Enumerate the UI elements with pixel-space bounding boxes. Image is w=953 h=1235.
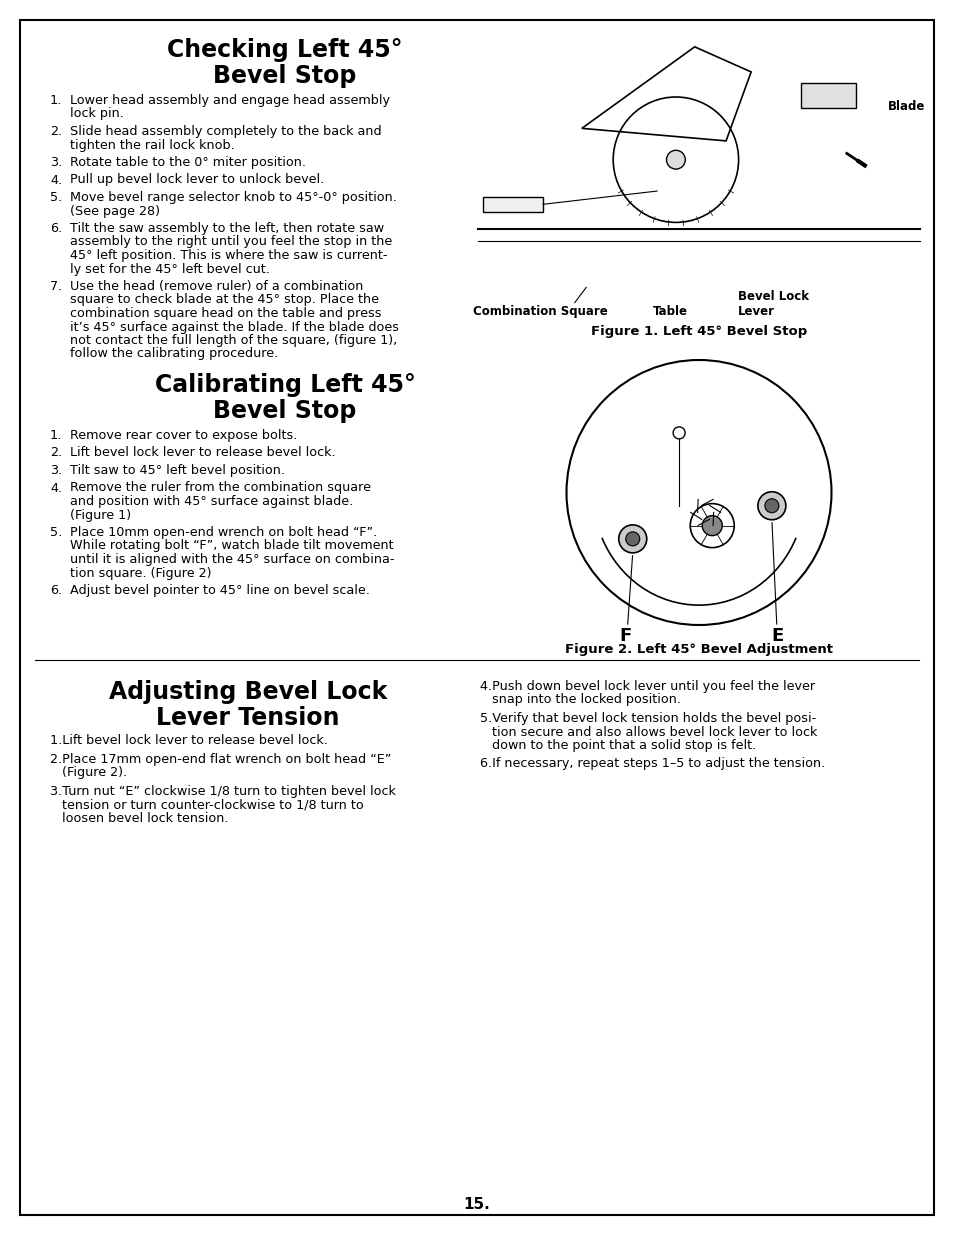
Text: it’s 45° surface against the blade. If the blade does: it’s 45° surface against the blade. If t…: [70, 321, 398, 333]
Text: combination square head on the table and press: combination square head on the table and…: [70, 308, 381, 320]
Text: Lever Tension: Lever Tension: [156, 706, 339, 730]
Text: Table: Table: [652, 305, 687, 317]
Text: 1.: 1.: [50, 94, 62, 107]
Text: 1.: 1.: [50, 429, 62, 442]
Text: 6.: 6.: [50, 584, 62, 597]
Text: loosen bevel lock tension.: loosen bevel lock tension.: [62, 811, 229, 825]
Text: Move bevel range selector knob to 45°-0° position.: Move bevel range selector knob to 45°-0°…: [70, 191, 396, 204]
Text: 15.: 15.: [463, 1197, 490, 1212]
Text: square to check blade at the 45° stop. Place the: square to check blade at the 45° stop. P…: [70, 294, 378, 306]
Polygon shape: [482, 198, 542, 212]
Text: 2.: 2.: [50, 125, 62, 138]
Text: Bevel Stop: Bevel Stop: [213, 399, 356, 424]
Text: 45° left position. This is where the saw is current-: 45° left position. This is where the saw…: [70, 249, 387, 262]
Text: 5.: 5.: [50, 191, 62, 204]
Text: Tilt saw to 45° left bevel position.: Tilt saw to 45° left bevel position.: [70, 464, 285, 477]
Text: tension or turn counter-clockwise to 1/8 turn to: tension or turn counter-clockwise to 1/8…: [62, 798, 363, 811]
Text: 2.Place 17mm open-end flat wrench on bolt head “E”: 2.Place 17mm open-end flat wrench on bol…: [50, 752, 391, 766]
Text: 6.If necessary, repeat steps 1–5 to adjust the tension.: 6.If necessary, repeat steps 1–5 to adju…: [479, 757, 824, 771]
Text: Lift bevel lock lever to release bevel lock.: Lift bevel lock lever to release bevel l…: [70, 447, 335, 459]
Text: F: F: [618, 627, 631, 645]
Text: Tilt the saw assembly to the left, then rotate saw: Tilt the saw assembly to the left, then …: [70, 222, 384, 235]
Text: (Figure 2).: (Figure 2).: [62, 766, 127, 779]
Text: 4.Push down bevel lock lever until you feel the lever: 4.Push down bevel lock lever until you f…: [479, 680, 814, 693]
Text: (Figure 1): (Figure 1): [70, 509, 131, 521]
Text: 5.Verify that bevel lock tension holds the bevel posi-: 5.Verify that bevel lock tension holds t…: [479, 713, 816, 725]
Text: Checking Left 45°: Checking Left 45°: [167, 38, 402, 62]
Text: tighten the rail lock knob.: tighten the rail lock knob.: [70, 138, 234, 152]
Circle shape: [618, 525, 646, 553]
Text: Calibrating Left 45°: Calibrating Left 45°: [154, 373, 415, 396]
Text: Lower head assembly and engage head assembly: Lower head assembly and engage head asse…: [70, 94, 390, 107]
Circle shape: [625, 532, 639, 546]
Text: Use the head (remove ruler) of a combination: Use the head (remove ruler) of a combina…: [70, 280, 363, 293]
Text: Figure 2. Left 45° Bevel Adjustment: Figure 2. Left 45° Bevel Adjustment: [564, 643, 832, 656]
Circle shape: [757, 492, 785, 520]
Text: Figure 1. Left 45° Bevel Stop: Figure 1. Left 45° Bevel Stop: [590, 325, 806, 338]
Text: Adjust bevel pointer to 45° line on bevel scale.: Adjust bevel pointer to 45° line on beve…: [70, 584, 370, 597]
Text: While rotating bolt “F”, watch blade tilt movement: While rotating bolt “F”, watch blade til…: [70, 540, 394, 552]
Text: lock pin.: lock pin.: [70, 107, 124, 121]
Circle shape: [701, 516, 721, 536]
Text: not contact the full length of the square, (figure 1),: not contact the full length of the squar…: [70, 333, 396, 347]
Text: follow the calibrating procedure.: follow the calibrating procedure.: [70, 347, 278, 361]
Text: E: E: [771, 627, 783, 645]
Text: Place 10mm open-end wrench on bolt head “F”.: Place 10mm open-end wrench on bolt head …: [70, 526, 376, 538]
Bar: [800, 83, 855, 107]
Text: 4.: 4.: [50, 173, 62, 186]
Text: 3.Turn nut “E” clockwise 1/8 turn to tighten bevel lock: 3.Turn nut “E” clockwise 1/8 turn to tig…: [50, 784, 395, 798]
Text: until it is aligned with the 45° surface on combina-: until it is aligned with the 45° surface…: [70, 553, 395, 566]
Text: ly set for the 45° left bevel cut.: ly set for the 45° left bevel cut.: [70, 263, 270, 275]
Text: Combination Square: Combination Square: [473, 305, 607, 317]
Text: Bevel Lock
Lever: Bevel Lock Lever: [738, 290, 808, 317]
Text: Adjusting Bevel Lock: Adjusting Bevel Lock: [109, 680, 387, 704]
Text: 1.Lift bevel lock lever to release bevel lock.: 1.Lift bevel lock lever to release bevel…: [50, 734, 328, 747]
Text: 5.: 5.: [50, 526, 62, 538]
Text: Remove rear cover to expose bolts.: Remove rear cover to expose bolts.: [70, 429, 297, 442]
Text: Bevel Stop: Bevel Stop: [213, 64, 356, 88]
Text: 3.: 3.: [50, 464, 62, 477]
Circle shape: [764, 499, 778, 513]
Text: tion square. (Figure 2): tion square. (Figure 2): [70, 567, 212, 579]
Text: 2.: 2.: [50, 447, 62, 459]
Text: assembly to the right until you feel the stop in the: assembly to the right until you feel the…: [70, 236, 392, 248]
Text: Remove the ruler from the combination square: Remove the ruler from the combination sq…: [70, 482, 371, 494]
Text: 4.: 4.: [50, 482, 62, 494]
Text: 7.: 7.: [50, 280, 62, 293]
Text: 6.: 6.: [50, 222, 62, 235]
Circle shape: [673, 427, 684, 438]
Text: tion secure and also allows bevel lock lever to lock: tion secure and also allows bevel lock l…: [492, 725, 817, 739]
Text: Rotate table to the 0° miter position.: Rotate table to the 0° miter position.: [70, 156, 306, 169]
Circle shape: [666, 151, 684, 169]
Text: Slide head assembly completely to the back and: Slide head assembly completely to the ba…: [70, 125, 381, 138]
Text: Pull up bevel lock lever to unlock bevel.: Pull up bevel lock lever to unlock bevel…: [70, 173, 324, 186]
Text: and position with 45° surface against blade.: and position with 45° surface against bl…: [70, 495, 353, 508]
Text: snap into the locked position.: snap into the locked position.: [492, 694, 680, 706]
Text: down to the point that a solid stop is felt.: down to the point that a solid stop is f…: [492, 739, 756, 752]
Text: 3.: 3.: [50, 156, 62, 169]
Text: Blade: Blade: [886, 100, 924, 112]
Text: (See page 28): (See page 28): [70, 205, 160, 217]
